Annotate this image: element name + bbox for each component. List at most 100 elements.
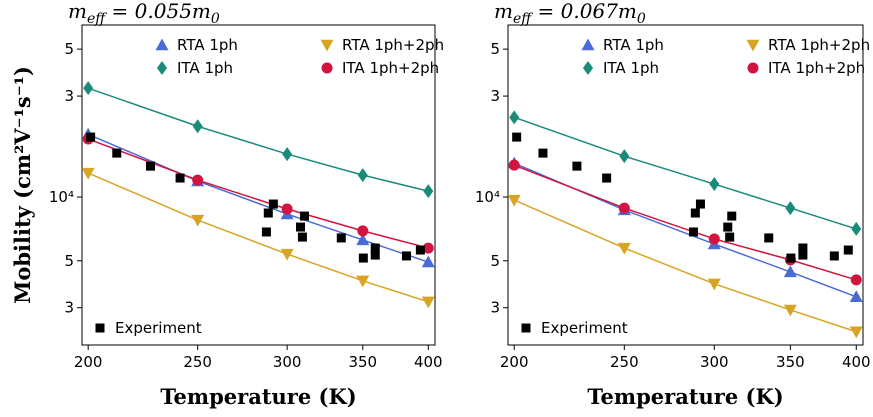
marker xyxy=(146,161,156,171)
title-part: 0 xyxy=(211,11,220,27)
title-part: eff xyxy=(87,11,107,27)
marker xyxy=(83,81,94,96)
x-tick-label: 350 xyxy=(776,353,805,371)
marker xyxy=(421,255,435,268)
legend-label: ITA 1ph+2ph xyxy=(768,59,865,77)
y-tick-label: 3 xyxy=(490,87,500,105)
marker xyxy=(829,251,839,261)
title-part: m xyxy=(68,0,87,23)
series-line xyxy=(513,199,857,333)
marker xyxy=(602,173,612,183)
marker xyxy=(690,208,700,218)
y-tick-label: 3 xyxy=(64,299,74,317)
marker xyxy=(422,242,434,254)
marker xyxy=(157,61,167,75)
marker xyxy=(617,242,631,255)
marker xyxy=(695,199,705,209)
marker xyxy=(521,323,531,333)
marker xyxy=(358,253,368,263)
marker xyxy=(727,211,737,221)
marker xyxy=(81,167,95,180)
marker xyxy=(507,194,521,207)
marker xyxy=(538,148,548,158)
marker xyxy=(783,265,797,278)
title-part: = 0.055 xyxy=(105,0,192,23)
marker xyxy=(618,202,630,214)
title-part: eff xyxy=(513,11,533,27)
x-tick-label: 200 xyxy=(74,353,103,371)
marker xyxy=(707,278,721,291)
legend-label: RTA 1ph xyxy=(177,36,238,54)
y-tick-label: 10⁴ xyxy=(49,188,74,206)
legend-label: RTA 1ph+2ph xyxy=(768,36,870,54)
marker xyxy=(798,243,808,253)
y-tick-label: 5 xyxy=(64,40,74,58)
marker xyxy=(280,248,294,261)
title-part: m xyxy=(494,0,513,23)
marker xyxy=(370,243,380,253)
marker xyxy=(191,214,205,227)
marker xyxy=(786,253,796,263)
title-part: m xyxy=(618,0,637,23)
marker xyxy=(357,225,369,237)
series-line xyxy=(513,162,857,298)
marker xyxy=(299,211,309,221)
marker xyxy=(851,221,862,236)
marker xyxy=(783,304,797,317)
marker xyxy=(688,227,698,237)
marker xyxy=(155,38,169,51)
marker xyxy=(583,61,593,75)
y-tick-label: 5 xyxy=(64,252,74,270)
marker xyxy=(296,222,306,232)
legend-label: ITA 1ph+2ph xyxy=(342,59,439,77)
y-tick-label: 3 xyxy=(490,299,500,317)
marker xyxy=(356,275,370,288)
series-line xyxy=(513,116,857,230)
x-tick-label: 250 xyxy=(610,353,639,371)
legend-label: ITA 1ph xyxy=(177,59,233,77)
x-tick-label: 400 xyxy=(842,353,871,371)
marker xyxy=(849,290,863,302)
x-tick-label: 250 xyxy=(183,353,212,371)
marker xyxy=(112,148,122,158)
marker xyxy=(192,119,203,134)
marker xyxy=(401,251,411,261)
title-part: 0 xyxy=(637,11,646,27)
marker xyxy=(175,173,185,183)
x-tick-label: 400 xyxy=(414,353,443,371)
x-tick-label: 200 xyxy=(500,353,529,371)
y-axis-label: Mobility (cm²V⁻¹s⁻¹) xyxy=(10,66,35,304)
marker xyxy=(370,250,380,260)
marker xyxy=(357,168,368,183)
marker xyxy=(746,39,760,52)
legend-label: Experiment xyxy=(541,319,628,337)
marker xyxy=(336,233,346,243)
y-tick-label: 3 xyxy=(64,87,74,105)
marker xyxy=(725,232,735,242)
panel-title: meff = 0.055m0 xyxy=(68,0,220,27)
marker xyxy=(282,147,293,162)
y-tick-label: 5 xyxy=(490,40,500,58)
marker xyxy=(297,232,307,242)
legend-label: Experiment xyxy=(115,319,202,337)
x-axis-label: Temperature (K) xyxy=(587,384,783,409)
plot-frame xyxy=(81,24,436,346)
marker xyxy=(509,110,520,125)
marker xyxy=(708,233,720,245)
marker xyxy=(785,201,796,216)
x-tick-label: 300 xyxy=(700,353,729,371)
legend-label: RTA 1ph xyxy=(603,36,664,54)
series-line xyxy=(87,87,429,192)
legend-label: RTA 1ph+2ph xyxy=(342,36,444,54)
title-part: m xyxy=(192,0,211,23)
panel-title: meff = 0.067m0 xyxy=(494,0,646,27)
marker xyxy=(320,39,334,52)
marker xyxy=(421,296,435,309)
marker xyxy=(723,222,733,232)
marker xyxy=(709,177,720,192)
marker xyxy=(850,274,862,286)
marker xyxy=(356,233,370,246)
plot-frame xyxy=(507,24,864,346)
marker xyxy=(268,199,278,209)
